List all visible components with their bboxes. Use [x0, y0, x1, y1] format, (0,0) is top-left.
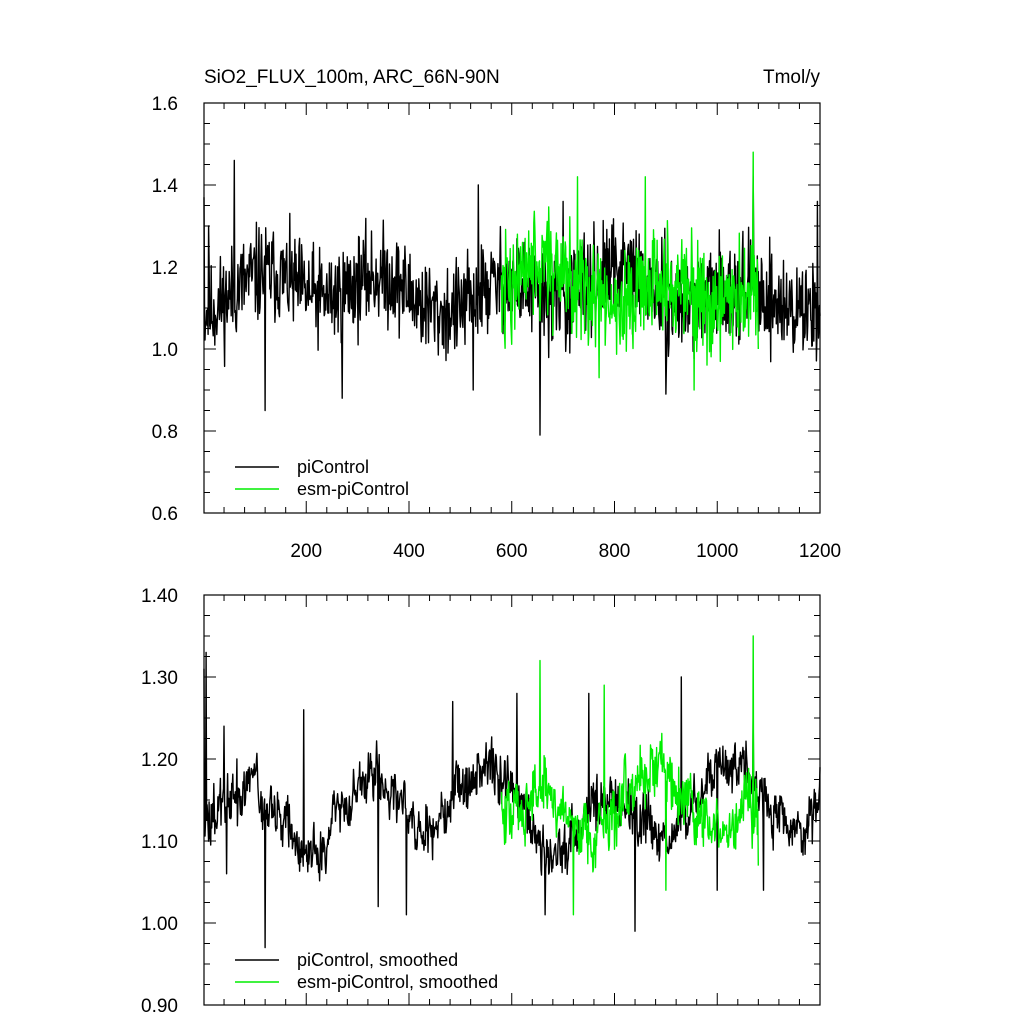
- legend-label: esm-piControl, smoothed: [297, 972, 498, 992]
- legend-label: piControl, smoothed: [297, 950, 458, 970]
- y-tick-label: 1.2: [152, 258, 178, 279]
- legend-label: esm-piControl: [297, 479, 409, 499]
- y-tick-label: 0.90: [141, 996, 178, 1017]
- x-tick-label: 1000: [696, 541, 738, 562]
- legend-label: piControl: [297, 457, 369, 477]
- bottom-plot-frame: [203, 594, 821, 1006]
- y-tick-label: 1.00: [141, 914, 178, 935]
- y-tick-label: 0.6: [152, 504, 178, 525]
- x-tick-label: 1200: [799, 541, 841, 562]
- y-tick-label: 1.0: [152, 340, 178, 361]
- x-tick-label: 600: [496, 541, 528, 562]
- top-series-group: [203, 151, 821, 436]
- bottom-series-group: [203, 635, 821, 949]
- top-panel-raw: SiO2_FLUX_100m, ARC_66N-90N Tmol/y 0.60.…: [152, 67, 842, 562]
- x-tick-label: 200: [290, 541, 322, 562]
- bottom-panel-smoothed: 0.90 1.00 1.10 1.20 1.30 1.40 piControl, smoo…: [141, 586, 821, 1017]
- x-tick-label: 400: [393, 541, 425, 562]
- series-line-esm-picontrol: [500, 151, 759, 391]
- y-tick-label: 1.4: [152, 176, 179, 197]
- series-line-picontrol-smoothed: [203, 651, 821, 949]
- y-tick-label: 1.20: [141, 750, 178, 771]
- series-line-esm-picontrol-smoothed: [500, 635, 759, 916]
- units-label: Tmol/y: [763, 67, 821, 88]
- y-tick-label: 1.6: [152, 94, 178, 115]
- x-tick-label: 800: [599, 541, 631, 562]
- chart-title: SiO2_FLUX_100m, ARC_66N-90N: [204, 67, 500, 88]
- y-tick-label: 0.8: [152, 422, 178, 443]
- y-tick-label: 1.30: [141, 668, 178, 689]
- y-tick-label: 1.10: [141, 832, 178, 853]
- top-axis-ticks: 0.6 0.8 1.0 1.2 1.4 1.6 200 400 600 800 1000 1200: [152, 94, 842, 562]
- y-tick-label: 1.40: [141, 586, 178, 607]
- bottom-axis-ticks: 0.90 1.00 1.10 1.20 1.30 1.40: [141, 586, 821, 1017]
